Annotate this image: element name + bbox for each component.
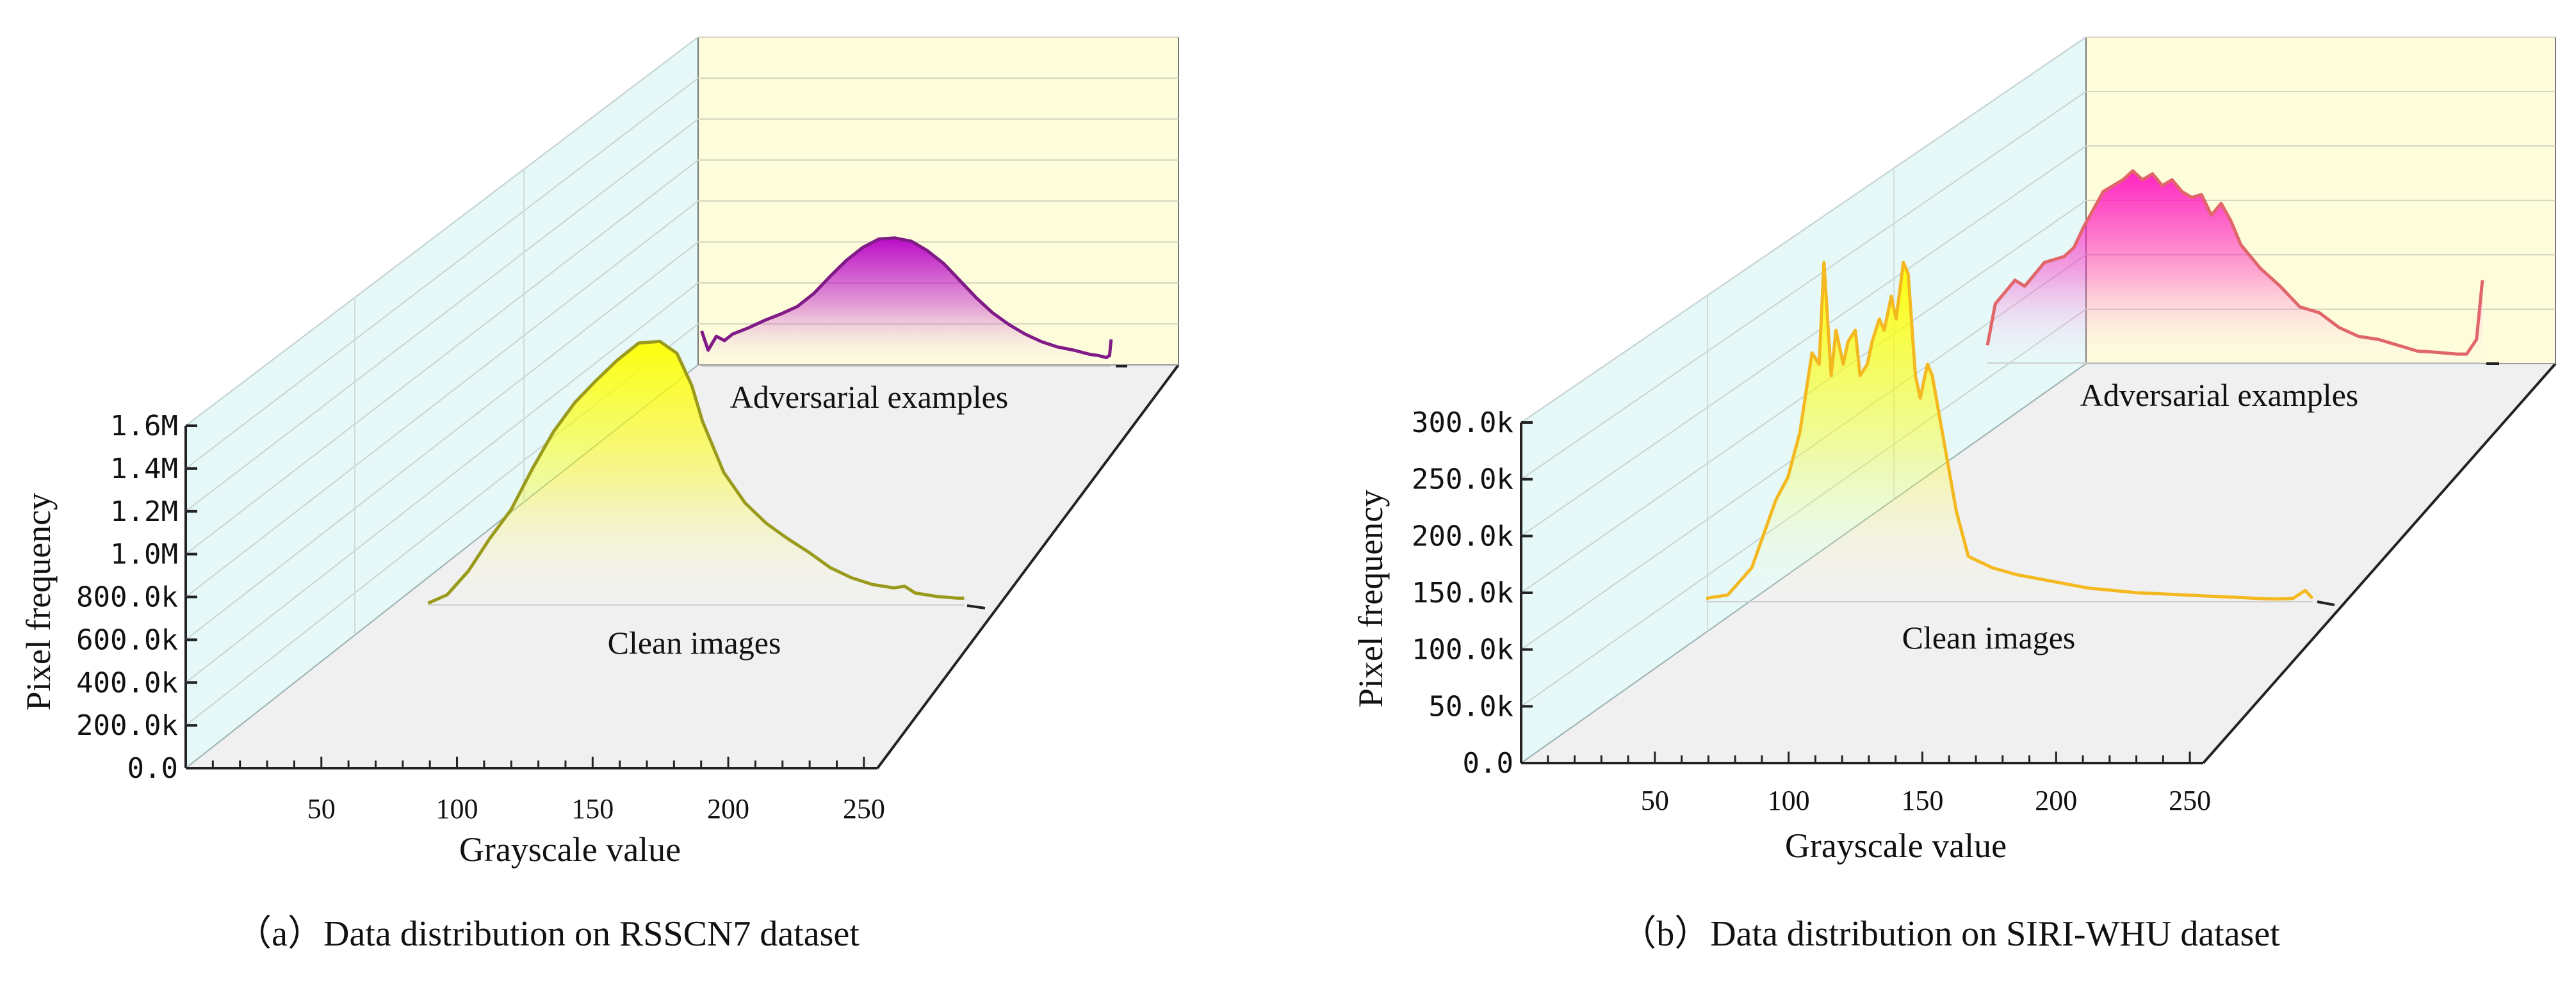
x-tick-label: 250 — [843, 793, 885, 825]
x-tick-label: 50 — [307, 793, 336, 825]
x-tick-label: 150 — [571, 793, 614, 825]
panel-a-series-label-adversarial: Adversarial examples — [730, 379, 1009, 415]
panel-a-caption: （a）Data distribution on RSSCN7 dataset — [236, 914, 860, 954]
panel-b-series-adversarial — [1985, 169, 2499, 365]
x-tick-label: 100 — [1768, 785, 1810, 816]
panel-b-series-clean — [1706, 261, 2335, 606]
y-tick-label: 0.0 — [1463, 747, 1513, 780]
panel-a-ylabel: Pixel frequency — [19, 493, 58, 711]
series-depth-tick — [2317, 600, 2335, 606]
series-area — [701, 237, 1111, 366]
wall-gridline — [1520, 200, 2087, 593]
x-tick-label: 100 — [436, 793, 478, 825]
y-tick-label: 50.0k — [1429, 690, 1513, 723]
y-tick-label: 1.0M — [110, 538, 178, 571]
panel-a-series-clean — [427, 339, 986, 609]
y-tick-label: 100.0k — [1412, 634, 1513, 666]
y-tick-label: 1.2M — [110, 495, 178, 528]
panel-b-series-label-clean: Clean images — [1902, 620, 2076, 656]
x-tick-label: 50 — [1641, 785, 1669, 816]
y-tick-label: 0.0 — [127, 752, 178, 785]
y-tick-label: 150.0k — [1412, 577, 1513, 609]
y-tick-label: 600.0k — [76, 624, 178, 656]
series-area — [1987, 170, 2482, 363]
floor-right-edge — [2202, 362, 2557, 764]
side-wall — [186, 37, 698, 768]
floor-right-edge — [876, 364, 1180, 769]
wall-gridline — [1520, 145, 2087, 537]
y-tick-label: 300.0k — [1412, 406, 1513, 439]
series-line — [1985, 169, 2484, 356]
series-depth-tick — [966, 604, 986, 609]
x-tick-label: 150 — [1901, 785, 1943, 816]
wall-gridline — [185, 77, 699, 469]
wall-gridline — [185, 200, 699, 598]
series-line — [427, 339, 965, 605]
panel-a-series-adversarial — [700, 236, 1127, 367]
panel-a-xlabel: Grayscale value — [459, 830, 681, 869]
wall-gridline — [1520, 36, 2087, 423]
y-tick-label: 200.0k — [1412, 520, 1513, 552]
y-tick-label: 400.0k — [76, 666, 178, 699]
y-tick-label: 1.6M — [110, 410, 178, 442]
panel-b-caption: （b）Data distribution on SIRI-WHU dataset — [1620, 914, 2280, 954]
series-area — [1706, 262, 2313, 602]
series-line — [700, 236, 1113, 360]
series-line — [1706, 261, 2314, 601]
wall-gridline — [185, 118, 699, 512]
wall-gridline — [185, 159, 699, 555]
panel-b-ylabel: Pixel frequency — [1351, 490, 1390, 707]
panel-a-series-label-clean: Clean images — [608, 625, 781, 661]
panel-b-siri-whu: 0.0 50.0k 100.0k 150.0k 200.0k 250.0k 300.0k 50… — [1351, 36, 2557, 954]
wall-gridline — [185, 282, 699, 684]
panel-b-series-label-adversarial: Adversarial examples — [2080, 377, 2359, 413]
x-tick-label: 200 — [707, 793, 749, 825]
y-tick-label: 800.0k — [76, 581, 178, 614]
wall-gridline — [185, 36, 699, 426]
series-area — [428, 341, 965, 605]
y-tick-label: 200.0k — [76, 709, 178, 742]
wall-gridline — [185, 241, 699, 641]
wall-gridline — [1520, 91, 2087, 480]
panel-a-rsscn7: 0.0 200.0k 400.0k 600.0k 800.0k 1.0M 1.2M 1.4M 1… — [19, 36, 1180, 954]
x-tick-label: 200 — [2035, 785, 2077, 816]
floor-plane — [1521, 364, 2556, 763]
y-tick-label: 250.0k — [1412, 463, 1513, 496]
panel-b-xlabel: Grayscale value — [1785, 826, 2007, 865]
x-tick-label: 250 — [2169, 785, 2211, 816]
y-tick-label: 1.4M — [110, 453, 178, 485]
panel-b-ticks: 0.0 50.0k 100.0k 150.0k 200.0k 250.0k 300.0k 50… — [1412, 406, 2211, 816]
panel-a-ticks: 0.0 200.0k 400.0k 600.0k 800.0k 1.0M 1.2M 1.4M 1… — [76, 410, 885, 825]
